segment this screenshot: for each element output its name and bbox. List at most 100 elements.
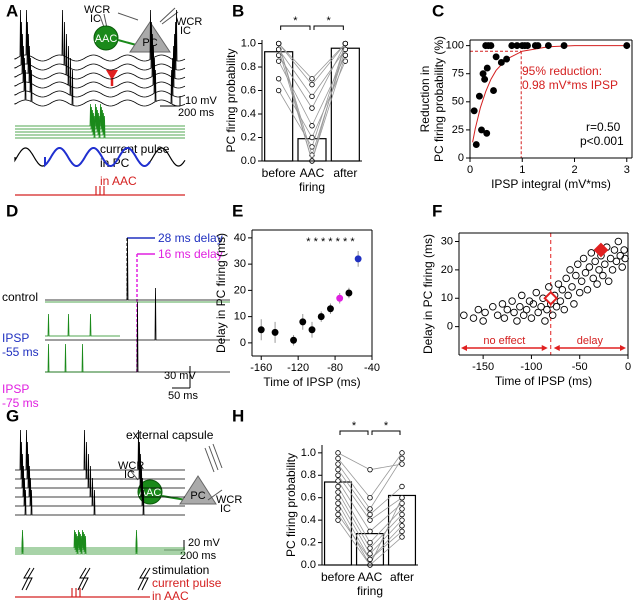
x-tick-label: -40	[364, 362, 380, 374]
point	[478, 126, 485, 134]
point	[610, 246, 619, 254]
sig-bracket	[339, 430, 369, 435]
x-tick-label: -150	[472, 361, 494, 373]
trace	[14, 33, 186, 80]
electrode-label: IC	[90, 13, 101, 25]
x-tick-label: -120	[287, 362, 309, 374]
point	[623, 42, 631, 50]
region-arrow-head	[461, 345, 467, 351]
delay-label: 16 ms delay	[158, 247, 223, 261]
electrode-label: WCR	[176, 16, 202, 28]
point	[608, 266, 617, 274]
x-tick-label: before	[321, 570, 355, 584]
y-tick-label: 0.6	[241, 84, 256, 96]
trace	[15, 531, 185, 551]
cell-point	[335, 506, 341, 512]
annotation: p<0.001	[580, 134, 624, 148]
panel-label: D	[6, 201, 18, 220]
delay-label: 28 ms delay	[158, 231, 223, 245]
point	[500, 314, 509, 322]
cell-point	[275, 40, 282, 47]
x-tick-label: after	[333, 166, 357, 180]
point	[503, 55, 511, 63]
point	[508, 297, 516, 305]
y-tick-label: 40	[234, 232, 246, 244]
point	[513, 317, 521, 325]
stim-arrow	[137, 567, 147, 591]
trace	[15, 477, 185, 507]
cell-point	[367, 495, 373, 501]
cell-point	[342, 40, 349, 47]
electrode-label: IC	[180, 25, 191, 37]
point	[317, 313, 325, 321]
x-tick-label: -80	[327, 362, 343, 374]
y-tick-label: 20	[441, 264, 453, 276]
y-axis-label: Delay in PC firing (ms)	[421, 234, 435, 354]
trace	[14, 9, 186, 62]
x-tick-label: AAC	[300, 166, 325, 180]
y-tick-label: 0.8	[241, 61, 256, 73]
x-axis-label: Time of IPSP (ms)	[263, 375, 360, 389]
trace	[14, 21, 186, 71]
cell-point	[399, 450, 405, 456]
point	[587, 249, 596, 257]
point	[621, 254, 629, 263]
sig-label: *	[384, 420, 389, 432]
y-tick-label: 0.2	[301, 536, 316, 548]
y-tick-label: 10	[234, 311, 246, 323]
sig-bracket	[313, 25, 344, 30]
panel-label: H	[232, 406, 244, 425]
y-tick-label: 0	[447, 321, 453, 333]
scale-label: 200 ms	[178, 107, 215, 119]
point	[271, 328, 279, 336]
y-tick-label: 20	[234, 284, 246, 296]
stim-arrow	[141, 567, 151, 591]
cell-point	[399, 523, 405, 529]
cell-point	[367, 511, 373, 518]
point	[481, 308, 489, 317]
bar	[330, 47, 360, 162]
point	[336, 294, 344, 302]
trace	[14, 69, 186, 107]
point	[257, 326, 265, 334]
trace	[45, 343, 110, 373]
cell-point	[335, 483, 341, 490]
point	[487, 42, 495, 50]
trace-label: in AAC	[152, 589, 189, 603]
point	[601, 260, 609, 268]
trace-label: control	[2, 290, 38, 304]
point	[577, 277, 586, 285]
trace-label: -55 ms	[2, 345, 39, 359]
y-tick-label: 75	[452, 68, 464, 80]
panel-label: G	[6, 406, 19, 425]
point	[290, 336, 297, 344]
region-arrow-head	[620, 345, 626, 351]
cell-point	[275, 76, 282, 82]
y-tick-label: 0.2	[241, 131, 256, 143]
cell-point	[399, 461, 405, 467]
trace	[14, 45, 186, 89]
cell-point	[335, 478, 341, 484]
annotation: r=0.50	[586, 120, 621, 134]
sig-label: *	[327, 15, 332, 27]
x-tick-label: before	[262, 166, 296, 180]
point	[327, 305, 334, 313]
cell-point	[309, 76, 315, 82]
point	[574, 260, 582, 268]
y-axis-label: Delay in PC firing (ms)	[214, 233, 228, 353]
point	[548, 311, 557, 320]
point	[469, 314, 478, 322]
x-tick-label: 3	[624, 164, 630, 176]
point	[524, 42, 531, 50]
panel-label: C	[432, 1, 444, 20]
point	[479, 70, 487, 78]
cell-point	[399, 483, 405, 490]
cell-point	[335, 472, 341, 478]
point	[599, 271, 607, 280]
cell-point	[367, 551, 373, 557]
cell-point	[335, 450, 341, 456]
point	[560, 305, 569, 314]
scale-label: 30 mV	[164, 370, 196, 382]
cell-point	[367, 556, 373, 563]
